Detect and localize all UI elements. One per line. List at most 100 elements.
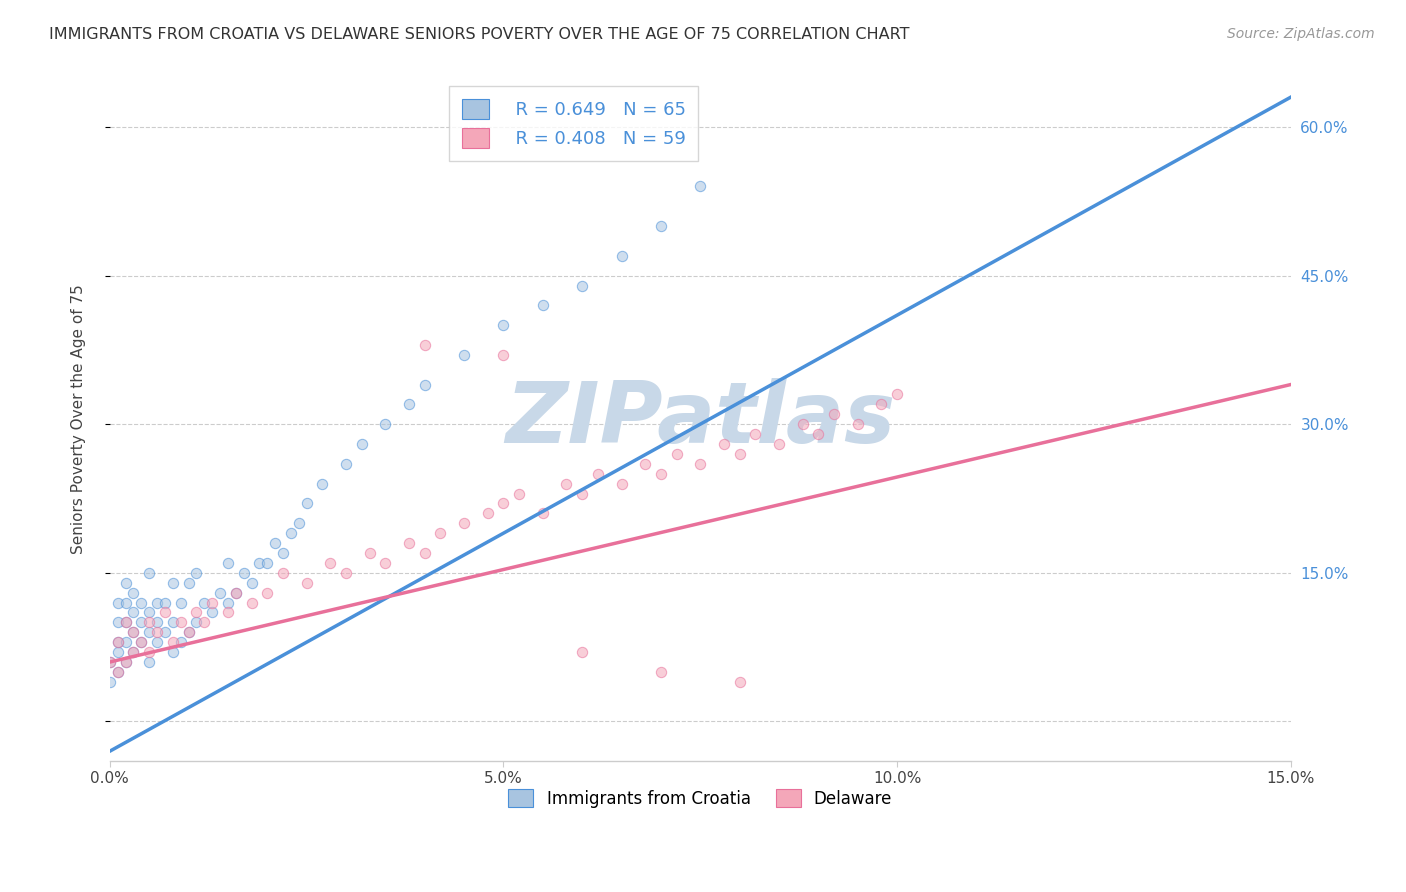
Point bbox=[689, 457, 711, 471]
Point bbox=[138, 566, 160, 580]
Point bbox=[107, 635, 129, 649]
Point bbox=[492, 348, 515, 362]
Point bbox=[398, 397, 420, 411]
Point bbox=[153, 606, 176, 620]
Point bbox=[413, 546, 436, 560]
Point bbox=[744, 427, 766, 442]
Point bbox=[586, 467, 609, 481]
Point bbox=[209, 585, 232, 599]
Point bbox=[107, 645, 129, 659]
Point bbox=[728, 674, 751, 689]
Point bbox=[823, 407, 845, 421]
Point bbox=[153, 625, 176, 640]
Point bbox=[217, 596, 239, 610]
Point bbox=[170, 635, 193, 649]
Point bbox=[728, 447, 751, 461]
Point bbox=[114, 575, 136, 590]
Point bbox=[256, 585, 278, 599]
Point bbox=[225, 585, 247, 599]
Point bbox=[114, 635, 136, 649]
Point bbox=[240, 575, 263, 590]
Point bbox=[249, 556, 271, 570]
Point bbox=[107, 665, 129, 679]
Point bbox=[201, 596, 224, 610]
Point bbox=[114, 655, 136, 669]
Point bbox=[335, 457, 357, 471]
Y-axis label: Seniors Poverty Over the Age of 75: Seniors Poverty Over the Age of 75 bbox=[72, 285, 86, 554]
Point bbox=[201, 606, 224, 620]
Point bbox=[138, 615, 160, 630]
Point bbox=[453, 348, 475, 362]
Point bbox=[146, 625, 169, 640]
Point bbox=[713, 437, 735, 451]
Point bbox=[610, 476, 633, 491]
Point bbox=[114, 596, 136, 610]
Point bbox=[122, 625, 145, 640]
Point bbox=[114, 655, 136, 669]
Point bbox=[319, 556, 342, 570]
Point bbox=[508, 486, 530, 500]
Point bbox=[689, 179, 711, 194]
Point bbox=[287, 516, 309, 531]
Point bbox=[555, 476, 578, 491]
Point bbox=[870, 397, 893, 411]
Point bbox=[413, 377, 436, 392]
Point bbox=[122, 606, 145, 620]
Point bbox=[131, 635, 153, 649]
Point bbox=[650, 467, 672, 481]
Point bbox=[177, 625, 200, 640]
Point bbox=[186, 615, 208, 630]
Point bbox=[886, 387, 908, 401]
Point bbox=[531, 298, 554, 312]
Point bbox=[138, 655, 160, 669]
Text: IMMIGRANTS FROM CROATIA VS DELAWARE SENIORS POVERTY OVER THE AGE OF 75 CORRELATI: IMMIGRANTS FROM CROATIA VS DELAWARE SENI… bbox=[49, 27, 910, 42]
Point bbox=[162, 615, 184, 630]
Point bbox=[193, 596, 215, 610]
Point bbox=[122, 645, 145, 659]
Point bbox=[295, 496, 318, 510]
Legend: Immigrants from Croatia, Delaware: Immigrants from Croatia, Delaware bbox=[502, 782, 898, 814]
Point bbox=[177, 575, 200, 590]
Point bbox=[98, 655, 121, 669]
Point bbox=[146, 615, 169, 630]
Point bbox=[162, 575, 184, 590]
Point bbox=[571, 645, 593, 659]
Point bbox=[170, 596, 193, 610]
Point bbox=[122, 645, 145, 659]
Text: ZIPatlas: ZIPatlas bbox=[505, 377, 896, 461]
Point bbox=[453, 516, 475, 531]
Point bbox=[492, 318, 515, 333]
Point bbox=[232, 566, 254, 580]
Point bbox=[311, 476, 333, 491]
Point bbox=[571, 278, 593, 293]
Point bbox=[374, 417, 396, 432]
Point bbox=[350, 437, 373, 451]
Point bbox=[271, 546, 294, 560]
Point bbox=[131, 635, 153, 649]
Point bbox=[122, 585, 145, 599]
Point bbox=[665, 447, 688, 461]
Point bbox=[162, 635, 184, 649]
Point bbox=[280, 526, 302, 541]
Point bbox=[217, 556, 239, 570]
Point bbox=[295, 575, 318, 590]
Point bbox=[634, 457, 657, 471]
Point bbox=[138, 645, 160, 659]
Point bbox=[107, 665, 129, 679]
Point bbox=[650, 665, 672, 679]
Point bbox=[477, 507, 499, 521]
Point bbox=[122, 625, 145, 640]
Point bbox=[264, 536, 287, 550]
Point bbox=[193, 615, 215, 630]
Point bbox=[359, 546, 381, 560]
Point bbox=[374, 556, 396, 570]
Point bbox=[98, 655, 121, 669]
Point bbox=[131, 615, 153, 630]
Point bbox=[429, 526, 451, 541]
Point bbox=[153, 596, 176, 610]
Point bbox=[98, 674, 121, 689]
Point bbox=[186, 606, 208, 620]
Point bbox=[240, 596, 263, 610]
Point bbox=[138, 606, 160, 620]
Point bbox=[225, 585, 247, 599]
